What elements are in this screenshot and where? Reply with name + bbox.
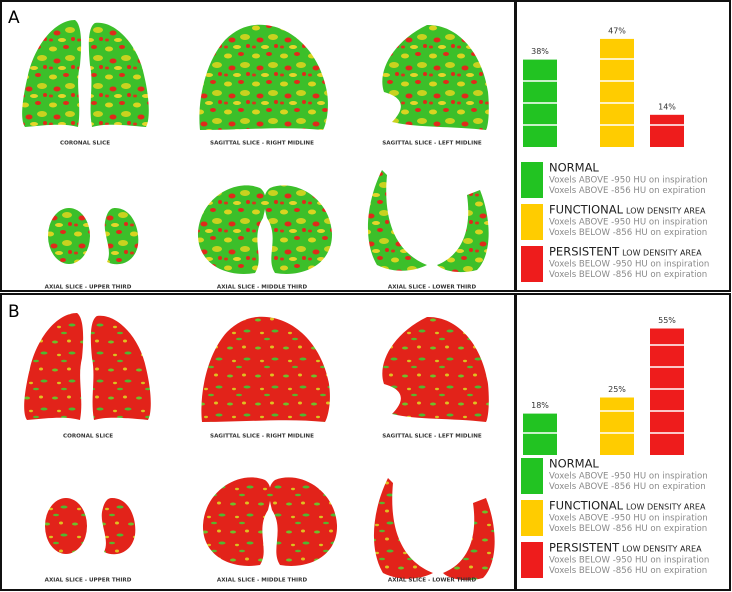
legend-swatch	[521, 204, 543, 240]
legend-qualifier: LOW DENSITY AREA	[626, 503, 706, 512]
caption: SAGITTAL SLICE - LEFT MIDLINE	[382, 434, 482, 440]
legend-swatch	[521, 542, 543, 578]
legend-swatch	[521, 162, 543, 198]
bar	[600, 397, 634, 455]
legend-line: Voxels ABOVE -950 HU on inspiration	[549, 218, 708, 228]
legend-line: Voxels BELOW -856 HU on expiration	[549, 270, 707, 280]
caption: AXIAL SLICE - LOWER THIRD	[388, 578, 477, 584]
caption: SAGITTAL SLICE - RIGHT MIDLINE	[210, 141, 314, 147]
caption: AXIAL SLICE - MIDDLE THIRD	[217, 285, 308, 291]
legend-line: Voxels BELOW -856 HU on expiration	[549, 566, 707, 576]
legend-line: Voxels ABOVE -950 HU on inspiration	[549, 472, 708, 482]
legend-name: NORMAL	[549, 161, 599, 175]
caption: AXIAL SLICE - LOWER THIRD	[388, 285, 477, 291]
legend-swatch	[521, 458, 543, 494]
caption: AXIAL SLICE - UPPER THIRD	[45, 578, 132, 584]
bar	[600, 38, 634, 147]
bar	[650, 328, 684, 455]
caption: AXIAL SLICE - MIDDLE THIRD	[217, 578, 308, 584]
caption: SAGITTAL SLICE - RIGHT MIDLINE	[210, 434, 314, 440]
legend-line: Voxels ABOVE -856 HU on expiration	[549, 482, 706, 492]
caption: CORONAL SLICE	[63, 434, 113, 440]
bar	[523, 413, 557, 455]
panel-label: B	[8, 302, 20, 322]
legend-line: Voxels BELOW -856 HU on expiration	[549, 524, 707, 534]
legend-name: FUNCTIONAL	[549, 499, 624, 513]
legend-name: PERSISTENT	[549, 245, 620, 259]
legend-line: Voxels ABOVE -950 HU on inspiration	[549, 176, 708, 186]
caption: SAGITTAL SLICE - LEFT MIDLINE	[382, 141, 482, 147]
legend-swatch	[521, 246, 543, 282]
value-label: 25%	[608, 385, 626, 394]
legend-name: NORMAL	[549, 457, 599, 471]
legend-name: PERSISTENT	[549, 541, 620, 555]
legend-line: Voxels ABOVE -950 HU on inspiration	[549, 514, 708, 524]
legend-qualifier: LOW DENSITY AREA	[626, 207, 706, 216]
value-label: 55%	[658, 316, 676, 325]
caption: CORONAL SLICE	[60, 141, 110, 147]
legend-qualifier: LOW DENSITY AREA	[622, 545, 702, 554]
legend-line: Voxels ABOVE -856 HU on expiration	[549, 186, 706, 196]
legend-line: Voxels BELOW -856 HU on expiration	[549, 228, 707, 238]
value-label: 18%	[531, 401, 549, 410]
legend-line: Voxels BELOW -950 HU on inspiration	[549, 556, 709, 566]
panel-label: A	[8, 8, 20, 28]
legend-name: FUNCTIONAL	[549, 203, 624, 217]
legend-swatch	[521, 500, 543, 536]
caption: AXIAL SLICE - UPPER THIRD	[45, 285, 132, 291]
value-label: 47%	[608, 26, 626, 35]
legend-line: Voxels BELOW -950 HU on inspiration	[549, 260, 709, 270]
value-label: 38%	[531, 47, 549, 56]
value-label: 14%	[658, 102, 676, 111]
legend-qualifier: LOW DENSITY AREA	[622, 249, 702, 258]
bar	[650, 114, 684, 147]
